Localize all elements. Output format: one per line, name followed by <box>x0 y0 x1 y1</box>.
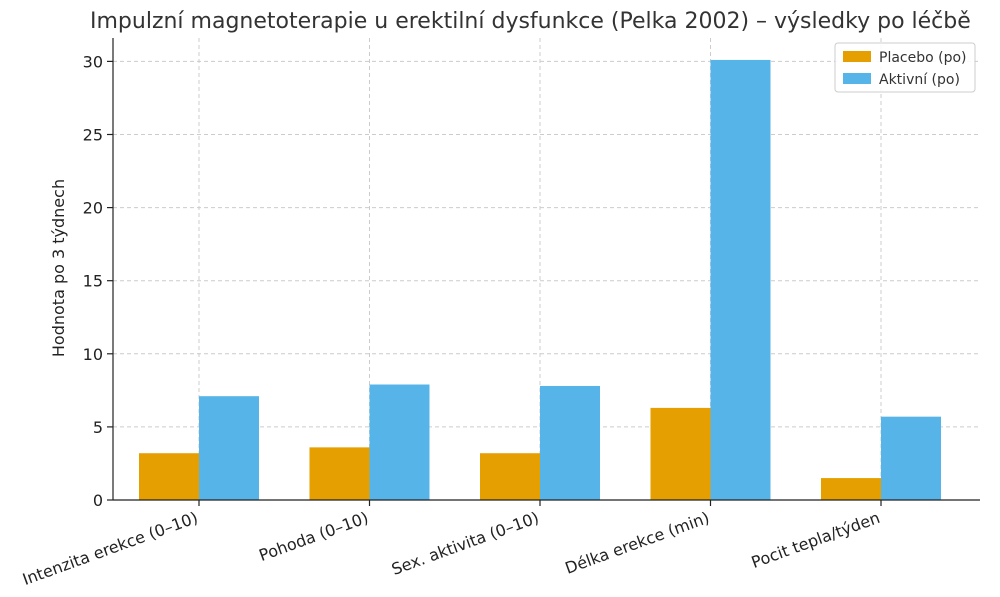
y-tick-label: 0 <box>93 491 103 510</box>
bar <box>199 396 259 500</box>
legend-label: Placebo (po) <box>879 50 967 66</box>
bars <box>139 59 941 500</box>
axes <box>107 38 980 506</box>
y-tick-label: 15 <box>83 272 103 291</box>
legend-swatch <box>843 51 871 62</box>
bar <box>540 385 600 500</box>
bar <box>309 447 370 500</box>
legend-swatch <box>843 73 871 84</box>
bar <box>139 453 199 500</box>
y-axis-label: Hodnota po 3 týdnech <box>49 179 68 357</box>
y-tick-label: 25 <box>83 125 103 144</box>
bar <box>710 59 771 500</box>
bar <box>821 478 881 500</box>
bar <box>881 416 941 500</box>
bar <box>369 384 430 500</box>
legend: Placebo (po) Aktivní (po) <box>834 42 976 93</box>
chart-title: Impulzní magnetoterapie u erektilní dysf… <box>90 9 971 34</box>
y-tick-label: 20 <box>83 199 103 218</box>
bar <box>650 407 711 500</box>
y-tick-label: 10 <box>83 345 103 364</box>
y-tick-label: 30 <box>83 52 103 71</box>
y-tick-label: 5 <box>93 418 103 437</box>
bar <box>480 453 540 500</box>
legend-label: Aktivní (po) <box>879 72 960 88</box>
